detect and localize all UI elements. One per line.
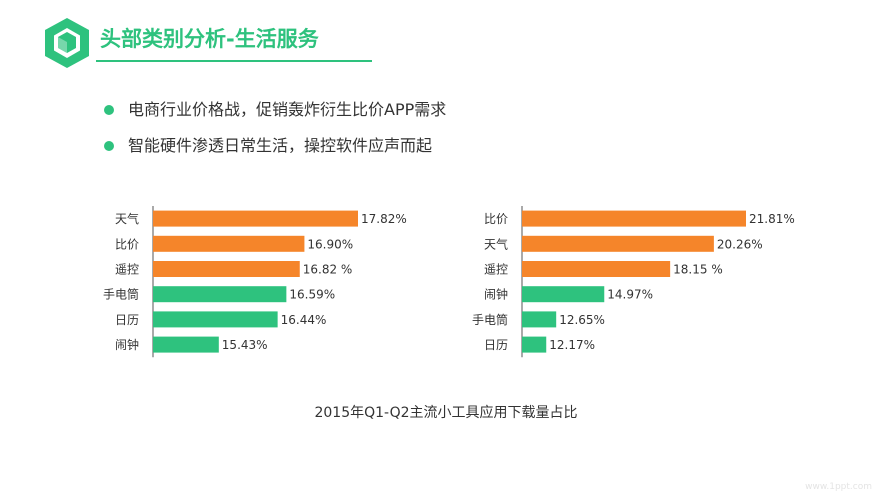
bar-chart-left: 天气 17.82% 比价 16.90% 遥控 16.82 % 手电筒 16.59% 日历 16.4… [80,204,407,364]
category-label: 日历 [484,338,508,352]
data-label: 12.65% [559,313,605,327]
bullet-dot-icon [104,141,114,151]
bar [522,336,547,353]
hexagon-cube-icon [45,18,89,68]
page-header: 头部类别分析-生活服务 [40,16,372,68]
bar [522,261,671,277]
footnote: www.1ppt.com [805,482,872,492]
bar-chart-right: 比价 21.81% 天气 20.26% 遥控 18.15 % 闹钟 14.97% 手电筒 12.6… [448,204,795,364]
category-label: 遥控 [115,263,139,277]
data-label: 21.81% [749,212,795,226]
bullet-text: 智能硬件渗透日常生活，操控软件应声而起 [128,136,433,155]
data-label: 17.82% [361,212,407,226]
bar [522,210,746,227]
category-label: 天气 [115,211,139,226]
data-label: 14.97% [607,288,653,302]
data-label: 15.43% [222,338,268,352]
category-label: 闹钟 [115,337,139,352]
data-label: 16.90% [307,237,353,251]
bar-chart-left-svg: 天气 17.82% 比价 16.90% 遥控 16.82 % 手电筒 16.59% 日历 16.4… [103,206,407,358]
bullet-item: 电商行业价格战，促销轰炸衍生比价APP需求 [100,96,700,132]
chart-caption: 2015年Q1-Q2主流小工具应用下载量占比 [314,405,578,421]
page-title: 头部类别分析-生活服务 [100,27,319,51]
bar-chart-right-svg: 比价 21.81% 天气 20.26% 遥控 18.15 % 闹钟 14.97% 手电筒 12.6… [472,206,795,358]
category-label: 手电筒 [472,312,508,327]
bar [153,286,287,303]
bullet-text: 电商行业价格战，促销轰炸衍生比价APP需求 [128,100,447,119]
category-label: 比价 [484,212,508,226]
category-label: 手电筒 [103,287,139,302]
data-label: 16.44% [281,313,327,327]
category-label: 比价 [115,237,139,251]
bullet-list: 电商行业价格战，促销轰炸衍生比价APP需求 智能硬件渗透日常生活，操控软件应声而… [100,96,700,168]
data-label: 20.26% [717,237,763,251]
category-label: 日历 [115,313,139,327]
data-label: 16.82 % [303,263,353,277]
data-label: 12.17% [549,338,595,352]
bullet-item: 智能硬件渗透日常生活，操控软件应声而起 [100,132,700,168]
data-label: 16.59% [289,288,335,302]
bullet-dot-icon [104,105,114,115]
bar [153,311,278,328]
title-underline [96,60,372,62]
bar [522,311,557,328]
bar [522,286,605,303]
category-label: 天气 [484,236,508,251]
bar [153,261,300,277]
category-label: 闹钟 [484,287,508,302]
bar [522,235,714,252]
bar [153,210,358,227]
data-label: 18.15 % [673,263,723,277]
bar [153,235,305,252]
category-label: 遥控 [484,263,508,277]
bar [153,336,219,353]
